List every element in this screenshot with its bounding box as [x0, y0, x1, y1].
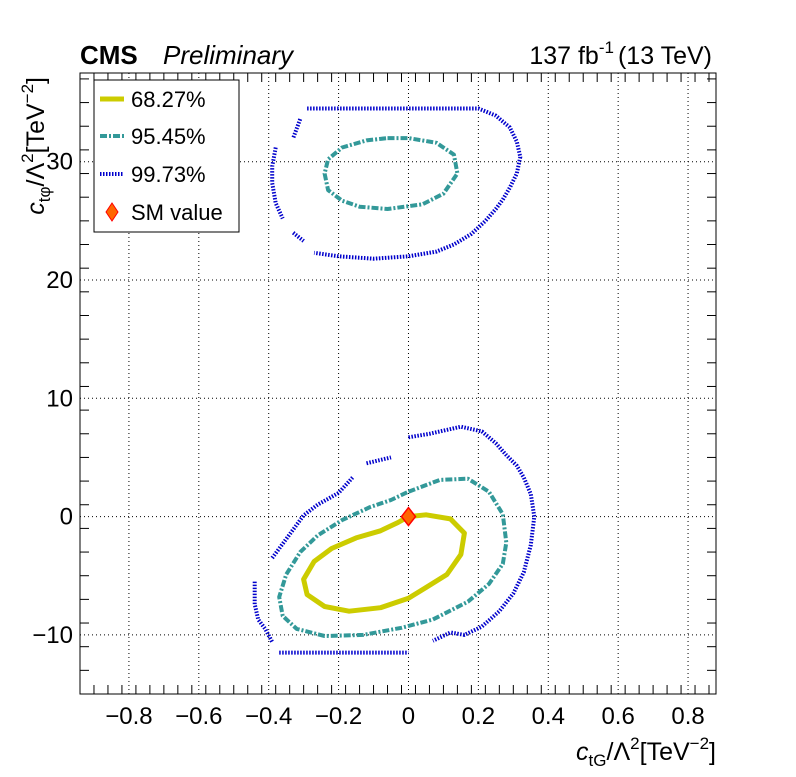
- experiment-label: CMS: [80, 40, 138, 70]
- y-axis-label-base: c: [22, 202, 50, 215]
- legend-label-99: 99.73%: [131, 162, 206, 187]
- lumi-exponent: -1: [599, 38, 614, 57]
- y-tick-label: 30: [46, 149, 73, 176]
- x-tick-label: 0: [402, 703, 415, 730]
- x-axis-label-unit-sup: −2: [690, 734, 709, 753]
- x-tick-label: −0.2: [315, 703, 362, 730]
- x-axis-label-rest: /Λ: [607, 738, 631, 766]
- x-axis-label: ctG/Λ2[TeV−2]: [576, 734, 716, 770]
- y-axis-label-rest: /Λ: [22, 163, 50, 187]
- tick-label-layer: −0.8 −0.6 −0.4 −0.2 0 0.2 0.4 0.6 0.8 −10 0 10 20 30: [32, 149, 704, 730]
- contour-9545-1: [322, 136, 460, 211]
- status-label: Preliminary: [163, 40, 295, 70]
- y-tick-label: −10: [32, 622, 73, 649]
- x-tick-label: −0.8: [105, 703, 152, 730]
- contour-9973-6: [291, 118, 303, 139]
- contour-9973-7: [270, 147, 285, 220]
- x-axis-label-unit: [TeV: [640, 738, 690, 766]
- y-axis-label: ctφ/Λ2[TeV−2]: [18, 77, 54, 215]
- x-tick-label: 0.4: [532, 703, 565, 730]
- energy-value: (13 TeV): [618, 42, 712, 70]
- legend-box: [93, 79, 240, 233]
- legend-label-95: 95.45%: [131, 124, 206, 149]
- x-axis-label-base: c: [576, 738, 589, 766]
- contour-9973-1: [252, 581, 274, 643]
- x-axis-label-sub: tG: [589, 751, 607, 770]
- x-tick-label: −0.4: [245, 703, 292, 730]
- x-axis-label-close: ]: [709, 738, 716, 766]
- contour-9973-8: [291, 231, 305, 243]
- lumi-label: 137 fb-1 (13 TeV): [529, 38, 712, 70]
- y-tick-label: 10: [46, 385, 73, 412]
- y-axis-label-unit: [TeV: [22, 103, 50, 153]
- x-tick-label: 0.2: [462, 703, 495, 730]
- contour-layer: [252, 106, 537, 655]
- x-axis-label-sup: 2: [630, 734, 639, 753]
- contour-9973-4: [366, 455, 392, 466]
- contour-6827-0: [301, 512, 467, 614]
- y-axis-label-sup: 2: [18, 153, 37, 162]
- x-tick-label: 0.6: [601, 703, 634, 730]
- contour-9545-0: [277, 476, 509, 638]
- legend-label-68: 68.27%: [131, 87, 206, 112]
- legend-label-sm: SM value: [131, 200, 223, 225]
- legend-sm-marker: [105, 202, 119, 222]
- x-tick-label: −0.6: [175, 703, 222, 730]
- y-axis-label-sub: tφ: [35, 187, 54, 203]
- x-tick-label: 0.8: [671, 703, 704, 730]
- y-axis-label-close: ]: [22, 77, 50, 84]
- sm-value-marker: [400, 506, 417, 527]
- plot-frame: [79, 72, 717, 695]
- contour-9973-3: [270, 476, 355, 560]
- legend: 68.27% 95.45% 99.73% SM value: [93, 79, 240, 233]
- y-axis-label-unit-sup: −2: [18, 84, 37, 103]
- y-tick-label: 0: [60, 504, 73, 531]
- lumi-value: 137 fb: [529, 42, 599, 70]
- contour-9973-5: [307, 106, 523, 261]
- marker-layer: [400, 506, 417, 527]
- y-tick-label: 20: [46, 267, 73, 294]
